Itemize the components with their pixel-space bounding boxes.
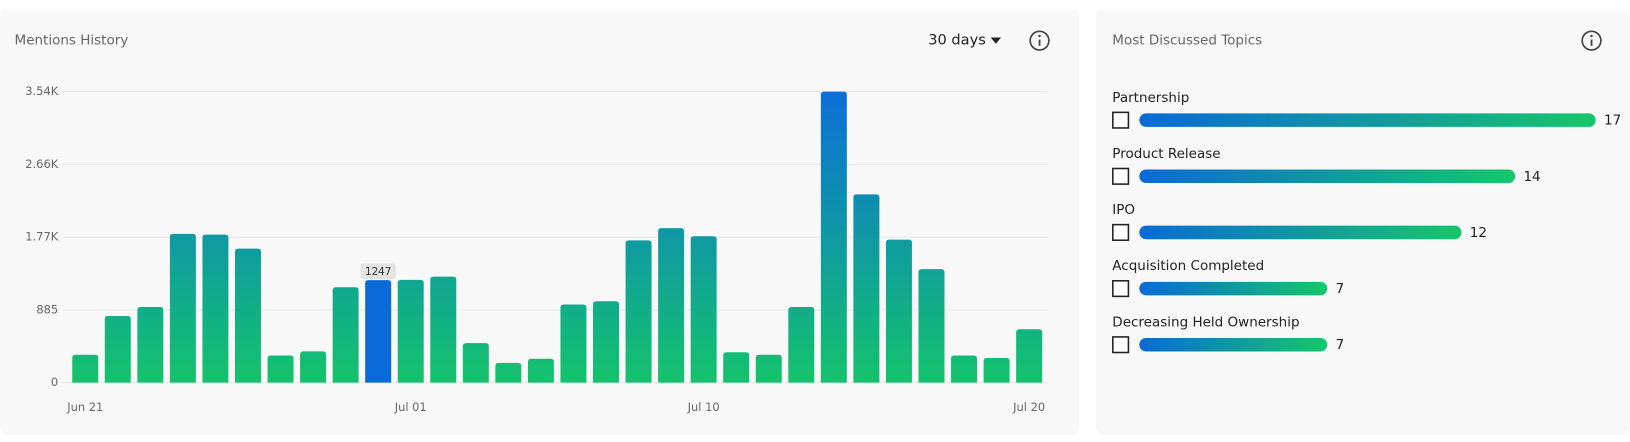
info-icon[interactable] [1581,30,1602,51]
x-tick-label: Jul 20 [1012,400,1045,414]
x-tick-label: Jul 01 [394,400,427,414]
topic-name: Product Release [1112,146,1220,162]
bar [137,307,164,383]
bar [495,362,522,383]
bar [365,280,392,383]
topic-checkbox[interactable] [1112,111,1130,129]
bar [234,248,261,383]
panel-title: Mentions History [15,33,129,49]
info-button[interactable] [1029,30,1050,51]
topic-checkbox[interactable] [1112,167,1130,185]
bar [397,279,424,383]
bar [72,354,99,383]
topic-count: 14 [1523,169,1540,185]
topic-bar [1139,281,1328,296]
panel-title: Most Discussed Topics [1112,33,1262,49]
bar [267,355,294,383]
tooltip-value: 1247 [365,266,391,278]
tooltip-box [360,263,396,280]
bar [755,354,782,383]
topic-bar [1139,337,1328,352]
bar [983,357,1010,383]
info-dot[interactable] [1038,34,1041,38]
bar [560,304,587,383]
y-tick-label: 1.77K [25,230,58,244]
bar [462,343,489,383]
topic-name: Partnership [1112,90,1189,106]
bar [820,91,847,383]
bar [300,351,327,383]
dropdown-arrow[interactable] [990,37,1002,44]
info-button[interactable] [1581,30,1602,51]
period-dropdown[interactable]: 30 days [928,32,1002,49]
topic-checkbox[interactable] [1112,279,1130,298]
info-icon[interactable] [1029,30,1050,51]
x-tick-label: Jun 21 [66,400,103,414]
bar [1016,329,1043,383]
bar [723,352,750,383]
topic-name: IPO [1112,202,1135,218]
bar [430,276,457,383]
topic-name: Acquisition Completed [1112,258,1264,274]
bar [625,240,652,383]
bar [690,236,717,383]
topic-count: 7 [1336,337,1345,353]
y-tick-label: 0 [51,375,58,389]
bar [788,307,815,383]
bar [169,233,196,383]
bar [885,239,912,383]
topic-bar [1139,225,1462,240]
topic-checkbox[interactable] [1112,336,1130,354]
bar [593,301,620,383]
x-tick-label: Jul 10 [687,400,720,414]
topic-count: 7 [1336,281,1345,297]
bar [104,316,131,383]
y-tick-label: 2.66K [25,157,58,171]
topic-bar [1139,169,1516,184]
topic-checkbox[interactable] [1112,223,1130,242]
topic-name: Decreasing Held Ownership [1112,314,1299,330]
topic-count: 17 [1604,113,1621,129]
topic-count: 12 [1470,225,1487,241]
bar [918,269,945,383]
info-dot[interactable] [1590,34,1593,38]
y-tick-label: 3.54K [25,84,58,98]
bar [202,234,229,383]
topics-panel [1095,9,1630,435]
bar [853,194,880,383]
bar [951,355,978,383]
bar [332,287,359,383]
bar [527,358,554,383]
topic-bar [1139,113,1596,127]
y-tick-label: 885 [36,302,58,316]
period-label[interactable]: 30 days [928,32,985,49]
bar [658,228,685,383]
